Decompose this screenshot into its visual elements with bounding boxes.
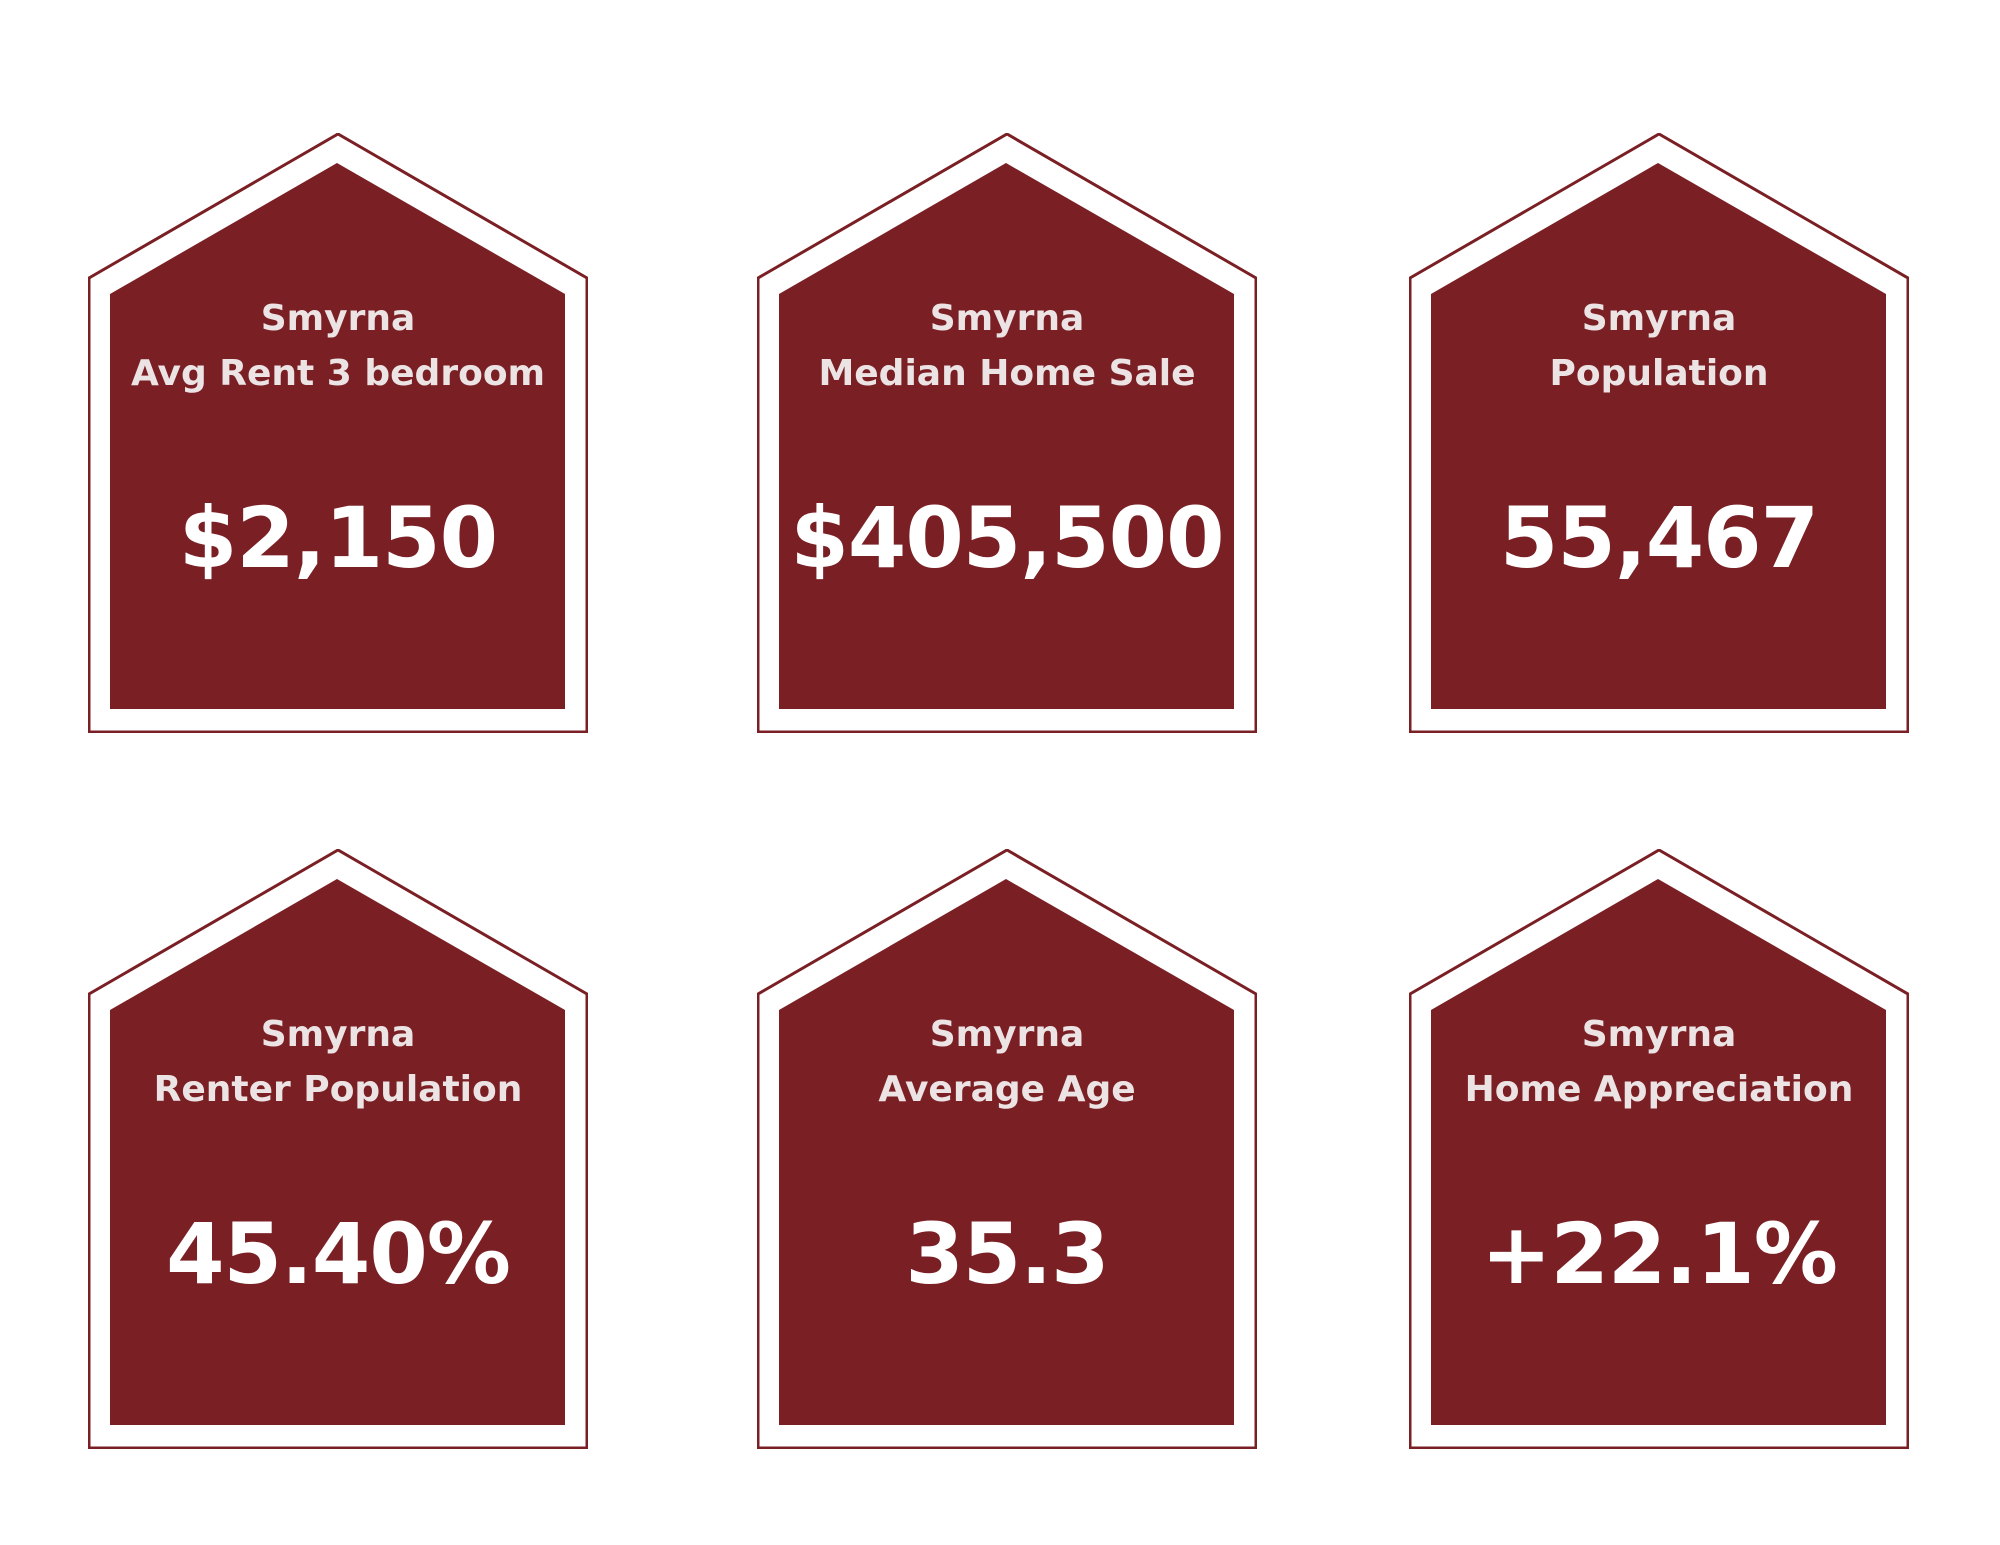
- card-value: $2,150: [178, 489, 498, 587]
- card-value: 55,467: [1499, 489, 1819, 587]
- house-shape: [88, 133, 588, 733]
- card-metric: Renter Population: [153, 1069, 523, 1110]
- card-city: Smyrna: [929, 298, 1085, 339]
- card-metric: Home Appreciation: [1464, 1069, 1854, 1110]
- card-city: Smyrna: [260, 1014, 416, 1055]
- card-metric: Avg Rent 3 bedroom: [130, 353, 546, 394]
- card-value: 45.40%: [166, 1205, 511, 1303]
- card-title: Smyrna Population: [1429, 291, 1889, 401]
- stat-card-avg-rent: Smyrna Avg Rent 3 bedroom $2,150: [88, 133, 588, 733]
- card-title: Smyrna Avg Rent 3 bedroom: [108, 291, 568, 401]
- stat-card-average-age: Smyrna Average Age 35.3: [757, 849, 1257, 1449]
- house-shape: [757, 133, 1257, 733]
- card-title: Smyrna Home Appreciation: [1429, 1007, 1889, 1117]
- card-value: $405,500: [790, 489, 1224, 587]
- card-city: Smyrna: [1581, 1014, 1737, 1055]
- house-shape: [1409, 133, 1909, 733]
- card-metric: Population: [1549, 353, 1769, 394]
- stat-card-population: Smyrna Population 55,467: [1409, 133, 1909, 733]
- card-value: +22.1%: [1481, 1205, 1838, 1303]
- card-city: Smyrna: [1581, 298, 1737, 339]
- card-title: Smyrna Average Age: [777, 1007, 1237, 1117]
- card-title: Smyrna Median Home Sale: [777, 291, 1237, 401]
- card-city: Smyrna: [929, 1014, 1085, 1055]
- house-shape: [1409, 849, 1909, 1449]
- card-metric: Median Home Sale: [818, 353, 1196, 394]
- stat-card-median-home-sale: Smyrna Median Home Sale $405,500: [757, 133, 1257, 733]
- card-title: Smyrna Renter Population: [108, 1007, 568, 1117]
- card-value: 35.3: [905, 1205, 1109, 1303]
- card-metric: Average Age: [878, 1069, 1136, 1110]
- house-shape: [88, 849, 588, 1449]
- stat-card-renter-population: Smyrna Renter Population 45.40%: [88, 849, 588, 1449]
- stat-card-home-appreciation: Smyrna Home Appreciation +22.1%: [1409, 849, 1909, 1449]
- card-city: Smyrna: [260, 298, 416, 339]
- house-shape: [757, 849, 1257, 1449]
